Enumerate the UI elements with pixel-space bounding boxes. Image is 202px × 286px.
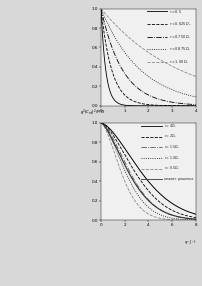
Text: $r=0.5D_0$: $r=0.5D_0$ [164, 165, 180, 172]
Text: $r=1.00\,D_0$: $r=1.00\,D_0$ [169, 58, 189, 66]
Text: $r=1.0D_0$: $r=1.0D_0$ [164, 154, 180, 162]
Text: аналит. решение: аналит. решение [164, 177, 193, 181]
Text: $q\cdot\sin(\theta/2)$: $q\cdot\sin(\theta/2)$ [175, 123, 196, 131]
Text: $r=4D_0$: $r=4D_0$ [164, 122, 177, 130]
Text: $r=1.5D_0$: $r=1.5D_0$ [164, 144, 180, 151]
Text: $g^2|C_{nk}|^2/P(0)$: $g^2|C_{nk}|^2/P(0)$ [80, 108, 106, 118]
Text: $r=0.625\,D_0$: $r=0.625\,D_0$ [169, 20, 192, 28]
Text: $r=0.875\,D_0$: $r=0.875\,D_0$ [169, 46, 192, 53]
Text: $r=2D_0$: $r=2D_0$ [164, 133, 177, 140]
Text: $g^2|C_{nk}|^2/P(0)$: $g^2|C_{nk}|^2/P(0)$ [80, 0, 106, 4]
Text: $r=0.750\,D_0$: $r=0.750\,D_0$ [169, 33, 191, 41]
Text: $r=0.5$: $r=0.5$ [169, 8, 182, 15]
Text: $q\cdot J\cdot l$: $q\cdot J\cdot l$ [184, 238, 196, 246]
